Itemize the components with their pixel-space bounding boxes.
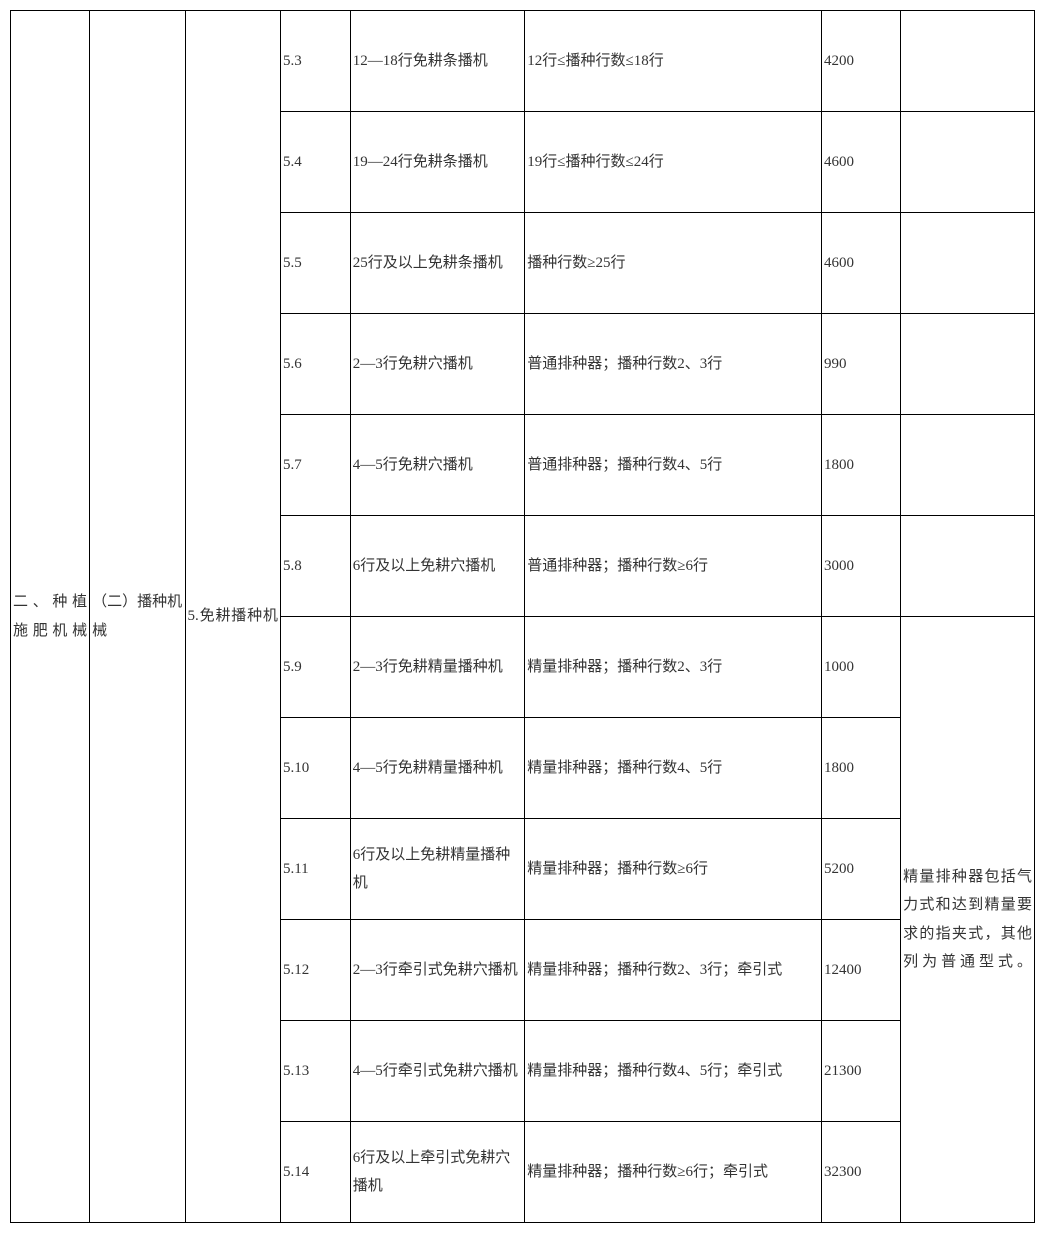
row-subsidy: 4600 xyxy=(822,112,901,213)
row-note xyxy=(901,516,1035,617)
row-subsidy: 4600 xyxy=(822,213,901,314)
row-name: 6行及以上免耕穴播机 xyxy=(350,516,525,617)
row-spec: 19行≤播种行数≤24行 xyxy=(525,112,822,213)
row-subsidy: 4200 xyxy=(822,11,901,112)
row-name: 4—5行免耕穴播机 xyxy=(350,415,525,516)
row-name: 12—18行免耕条播机 xyxy=(350,11,525,112)
row-subsidy: 3000 xyxy=(822,516,901,617)
row-name: 6行及以上牵引式免耕穴播机 xyxy=(350,1122,525,1223)
row-no: 5.11 xyxy=(280,819,350,920)
table-row: 二、种植施肥机械（二）播种机械5.免耕播种机5.312—18行免耕条播机12行≤… xyxy=(11,11,1035,112)
note-group: 精量排种器包括气力式和达到精量要求的指夹式，其他列为普通型式。 xyxy=(901,617,1035,1223)
row-no: 5.10 xyxy=(280,718,350,819)
row-name: 25行及以上免耕条播机 xyxy=(350,213,525,314)
row-spec: 精量排种器；播种行数2、3行；牵引式 xyxy=(525,920,822,1021)
row-note xyxy=(901,314,1035,415)
row-spec: 普通排种器；播种行数4、5行 xyxy=(525,415,822,516)
category-col: 二、种植施肥机械 xyxy=(11,11,90,1223)
row-subsidy: 1800 xyxy=(822,718,901,819)
row-subsidy: 5200 xyxy=(822,819,901,920)
row-note xyxy=(901,11,1035,112)
row-spec: 播种行数≥25行 xyxy=(525,213,822,314)
row-no: 5.5 xyxy=(280,213,350,314)
row-no: 5.9 xyxy=(280,617,350,718)
group-col: 5.免耕播种机 xyxy=(185,11,280,1223)
row-no: 5.7 xyxy=(280,415,350,516)
row-subsidy: 990 xyxy=(822,314,901,415)
row-no: 5.12 xyxy=(280,920,350,1021)
row-name: 4—5行牵引式免耕穴播机 xyxy=(350,1021,525,1122)
row-note xyxy=(901,112,1035,213)
row-name: 2—3行牵引式免耕穴播机 xyxy=(350,920,525,1021)
row-name: 2—3行免耕穴播机 xyxy=(350,314,525,415)
row-spec: 普通排种器；播种行数2、3行 xyxy=(525,314,822,415)
row-name: 6行及以上免耕精量播种机 xyxy=(350,819,525,920)
row-name: 19—24行免耕条播机 xyxy=(350,112,525,213)
row-subsidy: 1800 xyxy=(822,415,901,516)
subsidy-table: 二、种植施肥机械（二）播种机械5.免耕播种机5.312—18行免耕条播机12行≤… xyxy=(10,10,1035,1223)
row-subsidy: 32300 xyxy=(822,1122,901,1223)
row-note xyxy=(901,415,1035,516)
subcategory-col: （二）播种机械 xyxy=(90,11,185,1223)
row-subsidy: 12400 xyxy=(822,920,901,1021)
row-spec: 普通排种器；播种行数≥6行 xyxy=(525,516,822,617)
row-no: 5.4 xyxy=(280,112,350,213)
row-name: 2—3行免耕精量播种机 xyxy=(350,617,525,718)
row-note xyxy=(901,213,1035,314)
row-no: 5.14 xyxy=(280,1122,350,1223)
row-no: 5.3 xyxy=(280,11,350,112)
row-name: 4—5行免耕精量播种机 xyxy=(350,718,525,819)
row-spec: 精量排种器；播种行数≥6行 xyxy=(525,819,822,920)
row-spec: 精量排种器；播种行数4、5行；牵引式 xyxy=(525,1021,822,1122)
row-spec: 精量排种器；播种行数4、5行 xyxy=(525,718,822,819)
row-subsidy: 1000 xyxy=(822,617,901,718)
row-no: 5.8 xyxy=(280,516,350,617)
row-spec: 12行≤播种行数≤18行 xyxy=(525,11,822,112)
row-subsidy: 21300 xyxy=(822,1021,901,1122)
row-spec: 精量排种器；播种行数2、3行 xyxy=(525,617,822,718)
row-no: 5.13 xyxy=(280,1021,350,1122)
row-spec: 精量排种器；播种行数≥6行；牵引式 xyxy=(525,1122,822,1223)
row-no: 5.6 xyxy=(280,314,350,415)
